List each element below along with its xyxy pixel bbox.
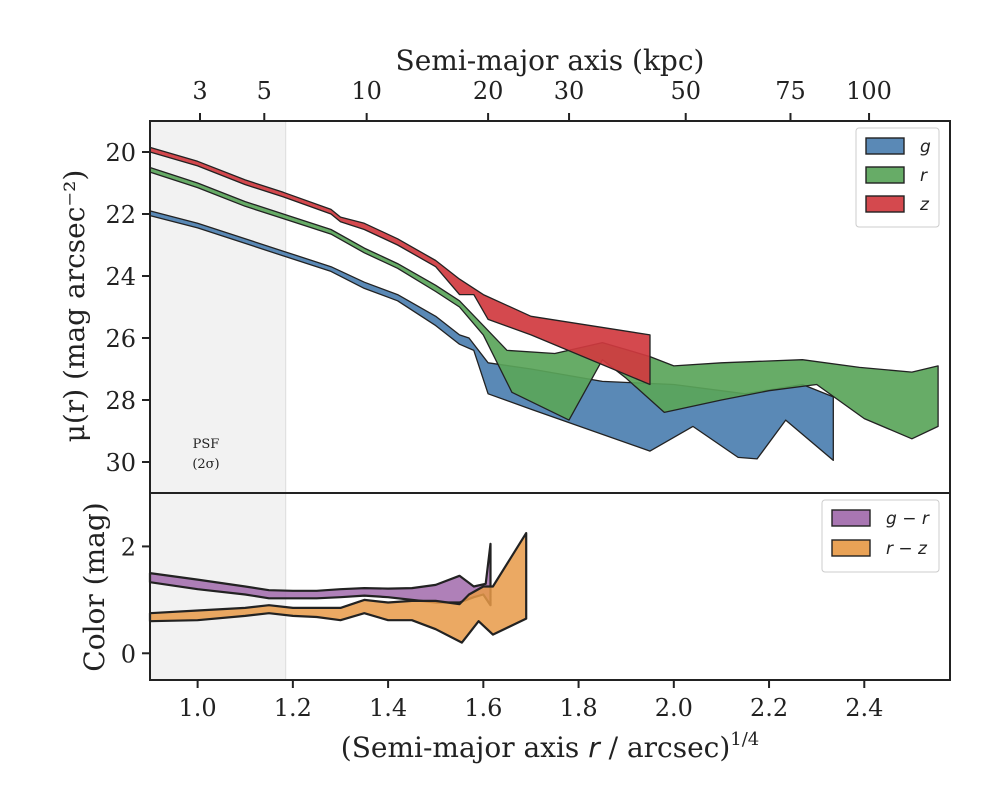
- x-axis-title-variable: r: [588, 731, 601, 764]
- top-tick-label: 100: [846, 77, 892, 105]
- color-legend: g − r r − z: [821, 499, 940, 573]
- y-tick-label: 24: [105, 263, 136, 291]
- color-axis-title: Color (mag): [78, 502, 111, 671]
- axis-ticks: 20 22 24 26 28 30 3 5 10 20 30 50 75 100 0 2 1.0 1.2 1.4 1.…: [105, 77, 892, 722]
- legend-label-3: z: [919, 195, 930, 215]
- surface-brightness-axis-title: μ(r) (mag arcsec⁻²): [58, 170, 91, 443]
- x-tick-label: 1.6: [464, 694, 502, 722]
- x-tick-label: 1.0: [179, 694, 217, 722]
- y-tick-label: 30: [105, 449, 136, 477]
- color-series: [148, 532, 528, 644]
- legend-swatch-3: [865, 195, 905, 213]
- legends: grz g − r r − z: [821, 127, 940, 573]
- x-tick-label: 1.4: [369, 694, 407, 722]
- x-tick-label: 2.2: [750, 694, 788, 722]
- color-y-tick-label: 2: [121, 533, 136, 561]
- x-tick-label: 2.4: [845, 694, 883, 722]
- psf-label: PSF: [193, 437, 220, 452]
- legend-swatch-2: [865, 166, 905, 184]
- x-tick-label: 1.2: [274, 694, 312, 722]
- top-tick-label: 5: [257, 77, 272, 105]
- y-tick-label: 20: [105, 139, 136, 167]
- legend-swatch-1: [865, 137, 905, 155]
- x-axis-title-prefix: (Semi-major axis: [341, 731, 588, 764]
- legend-label-1: g − r: [886, 509, 930, 529]
- legend-label-2: r − z: [886, 539, 928, 559]
- y-tick-label: 22: [105, 201, 136, 229]
- legend-swatch-2: [831, 539, 871, 557]
- psf-label-sigma: (2σ): [192, 457, 219, 472]
- top-axis-title: Semi-major axis (kpc): [396, 44, 705, 77]
- color-axes: [149, 492, 951, 681]
- color-y-tick-label: 0: [121, 640, 136, 668]
- surface-brightness-series: [149, 146, 939, 462]
- surface-brightness-legend: grz: [855, 127, 940, 228]
- top-tick-label: 30: [554, 77, 585, 105]
- top-tick-label: 3: [192, 77, 207, 105]
- psf-region-top: [150, 121, 286, 493]
- x-axis-title-exponent: 1/4: [730, 729, 759, 750]
- top-tick-label: 20: [473, 77, 504, 105]
- top-tick-label: 50: [670, 77, 701, 105]
- legend-label-2: r: [920, 166, 928, 186]
- x-axis-title: (Semi-major axis r / arcsec)1/4: [341, 729, 759, 764]
- y-tick-label: 26: [105, 325, 136, 353]
- x-tick-label: 2.0: [655, 694, 693, 722]
- top-tick-label: 10: [351, 77, 382, 105]
- series-band-2: [149, 166, 939, 440]
- x-tick-label: 1.8: [559, 694, 597, 722]
- series-band-3: [149, 146, 651, 386]
- y-tick-label: 28: [105, 387, 136, 415]
- top-tick-label: 75: [775, 77, 806, 105]
- series-band-2: [148, 532, 528, 644]
- x-axis-title-suffix: / arcsec): [600, 731, 731, 764]
- legend-swatch-1: [831, 509, 871, 527]
- legend-label-1: g: [920, 137, 931, 157]
